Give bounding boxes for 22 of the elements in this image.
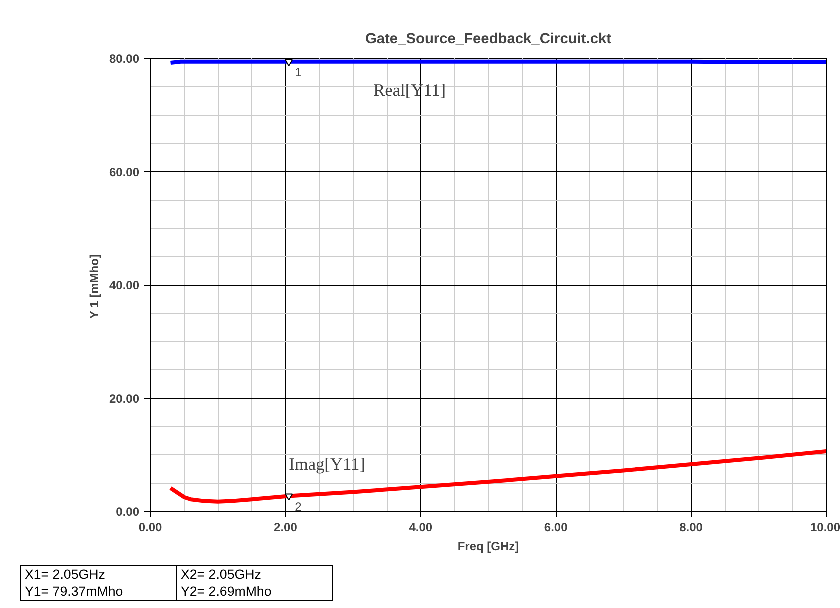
x-tick-label: 8.00 bbox=[680, 520, 704, 534]
y-tick-label: 20.00 bbox=[109, 392, 140, 406]
x-tick-label: 10.00 bbox=[810, 520, 840, 534]
text: X1= 2.05GHz bbox=[25, 567, 106, 582]
y-axis-title: Y 1 [mMho] bbox=[87, 254, 102, 319]
text: X2= 2.05GHz bbox=[181, 567, 262, 582]
text: Y1= 79.37mMho bbox=[25, 584, 124, 599]
y-tick-label: 0.00 bbox=[116, 505, 140, 519]
x-tick-label: 4.00 bbox=[409, 520, 433, 534]
x-tick-label: 6.00 bbox=[544, 520, 568, 534]
text: Y2= 2.69mMho bbox=[181, 584, 272, 599]
chart-title: Gate_Source_Feedback_Circuit.ckt bbox=[365, 32, 612, 48]
line-series bbox=[168, 449, 826, 504]
y-tick-label: 60.00 bbox=[109, 165, 140, 180]
y-tick-label: 80.00 bbox=[109, 52, 140, 66]
x-axis-title: Freq [GHz] bbox=[458, 540, 520, 554]
x-tick-label: 0.00 bbox=[138, 520, 163, 534]
annotation: 2 bbox=[295, 500, 302, 514]
annotation: 1 bbox=[295, 66, 302, 80]
x-tick-label: 2.00 bbox=[274, 520, 298, 534]
series-label: Imag[Y11] bbox=[289, 455, 366, 474]
y-tick-label: 40.00 bbox=[109, 278, 140, 292]
